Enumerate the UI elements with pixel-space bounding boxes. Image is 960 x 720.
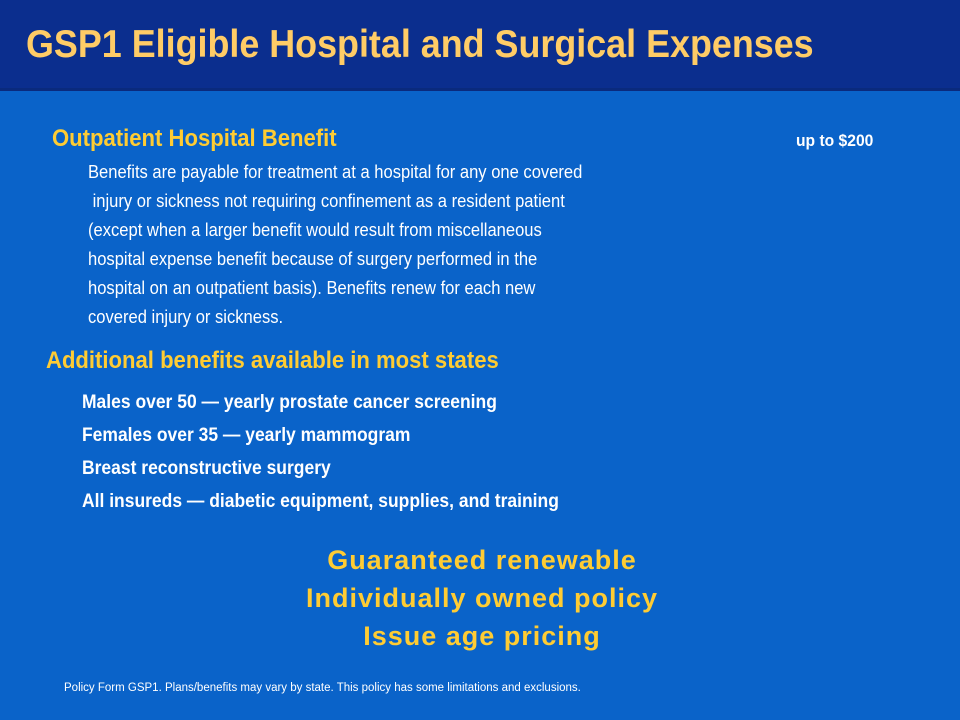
additional-benefits-list: Males over 50 — yearly prostate cancer s…: [82, 386, 600, 518]
outpatient-benefit-heading: Outpatient Hospital Benefit: [52, 125, 337, 152]
page-title: GSP1 Eligible Hospital and Surgical Expe…: [26, 23, 814, 66]
highlight-guaranteed-renewable: Guaranteed renewable: [327, 545, 637, 575]
highlight-individually-owned: Individually owned policy: [305, 583, 659, 613]
list-item: Breast reconstructive surgery: [82, 458, 331, 479]
description-line: (except when a larger benefit would resu…: [88, 220, 542, 240]
description-line: hospital on an outpatient basis). Benefi…: [88, 278, 536, 298]
header-bar: [0, 0, 960, 88]
footnote: Policy Form GSP1. Plans/benefits may var…: [64, 682, 581, 694]
highlight-issue-age-pricing: Issue age pricing: [363, 621, 601, 651]
description-line: covered injury or sickness.: [88, 307, 284, 327]
list-item: Females over 35 — yearly mammogram: [82, 425, 411, 446]
policy-highlights: Guaranteed renewable Individually owned …: [180, 541, 784, 655]
list-item: Males over 50 — yearly prostate cancer s…: [82, 392, 497, 413]
benefit-amount: up to $200: [796, 131, 874, 150]
outpatient-benefit-description: Benefits are payable for treatment at a …: [88, 158, 728, 332]
additional-benefits-heading: Additional benefits available in most st…: [46, 347, 499, 374]
header-divider: [0, 88, 960, 91]
description-line: Benefits are payable for treatment at a …: [88, 162, 583, 182]
description-line: hospital expense benefit because of surg…: [88, 249, 538, 269]
description-line: injury or sickness not requiring confine…: [88, 191, 565, 211]
list-item: All insureds — diabetic equipment, suppl…: [82, 491, 559, 512]
